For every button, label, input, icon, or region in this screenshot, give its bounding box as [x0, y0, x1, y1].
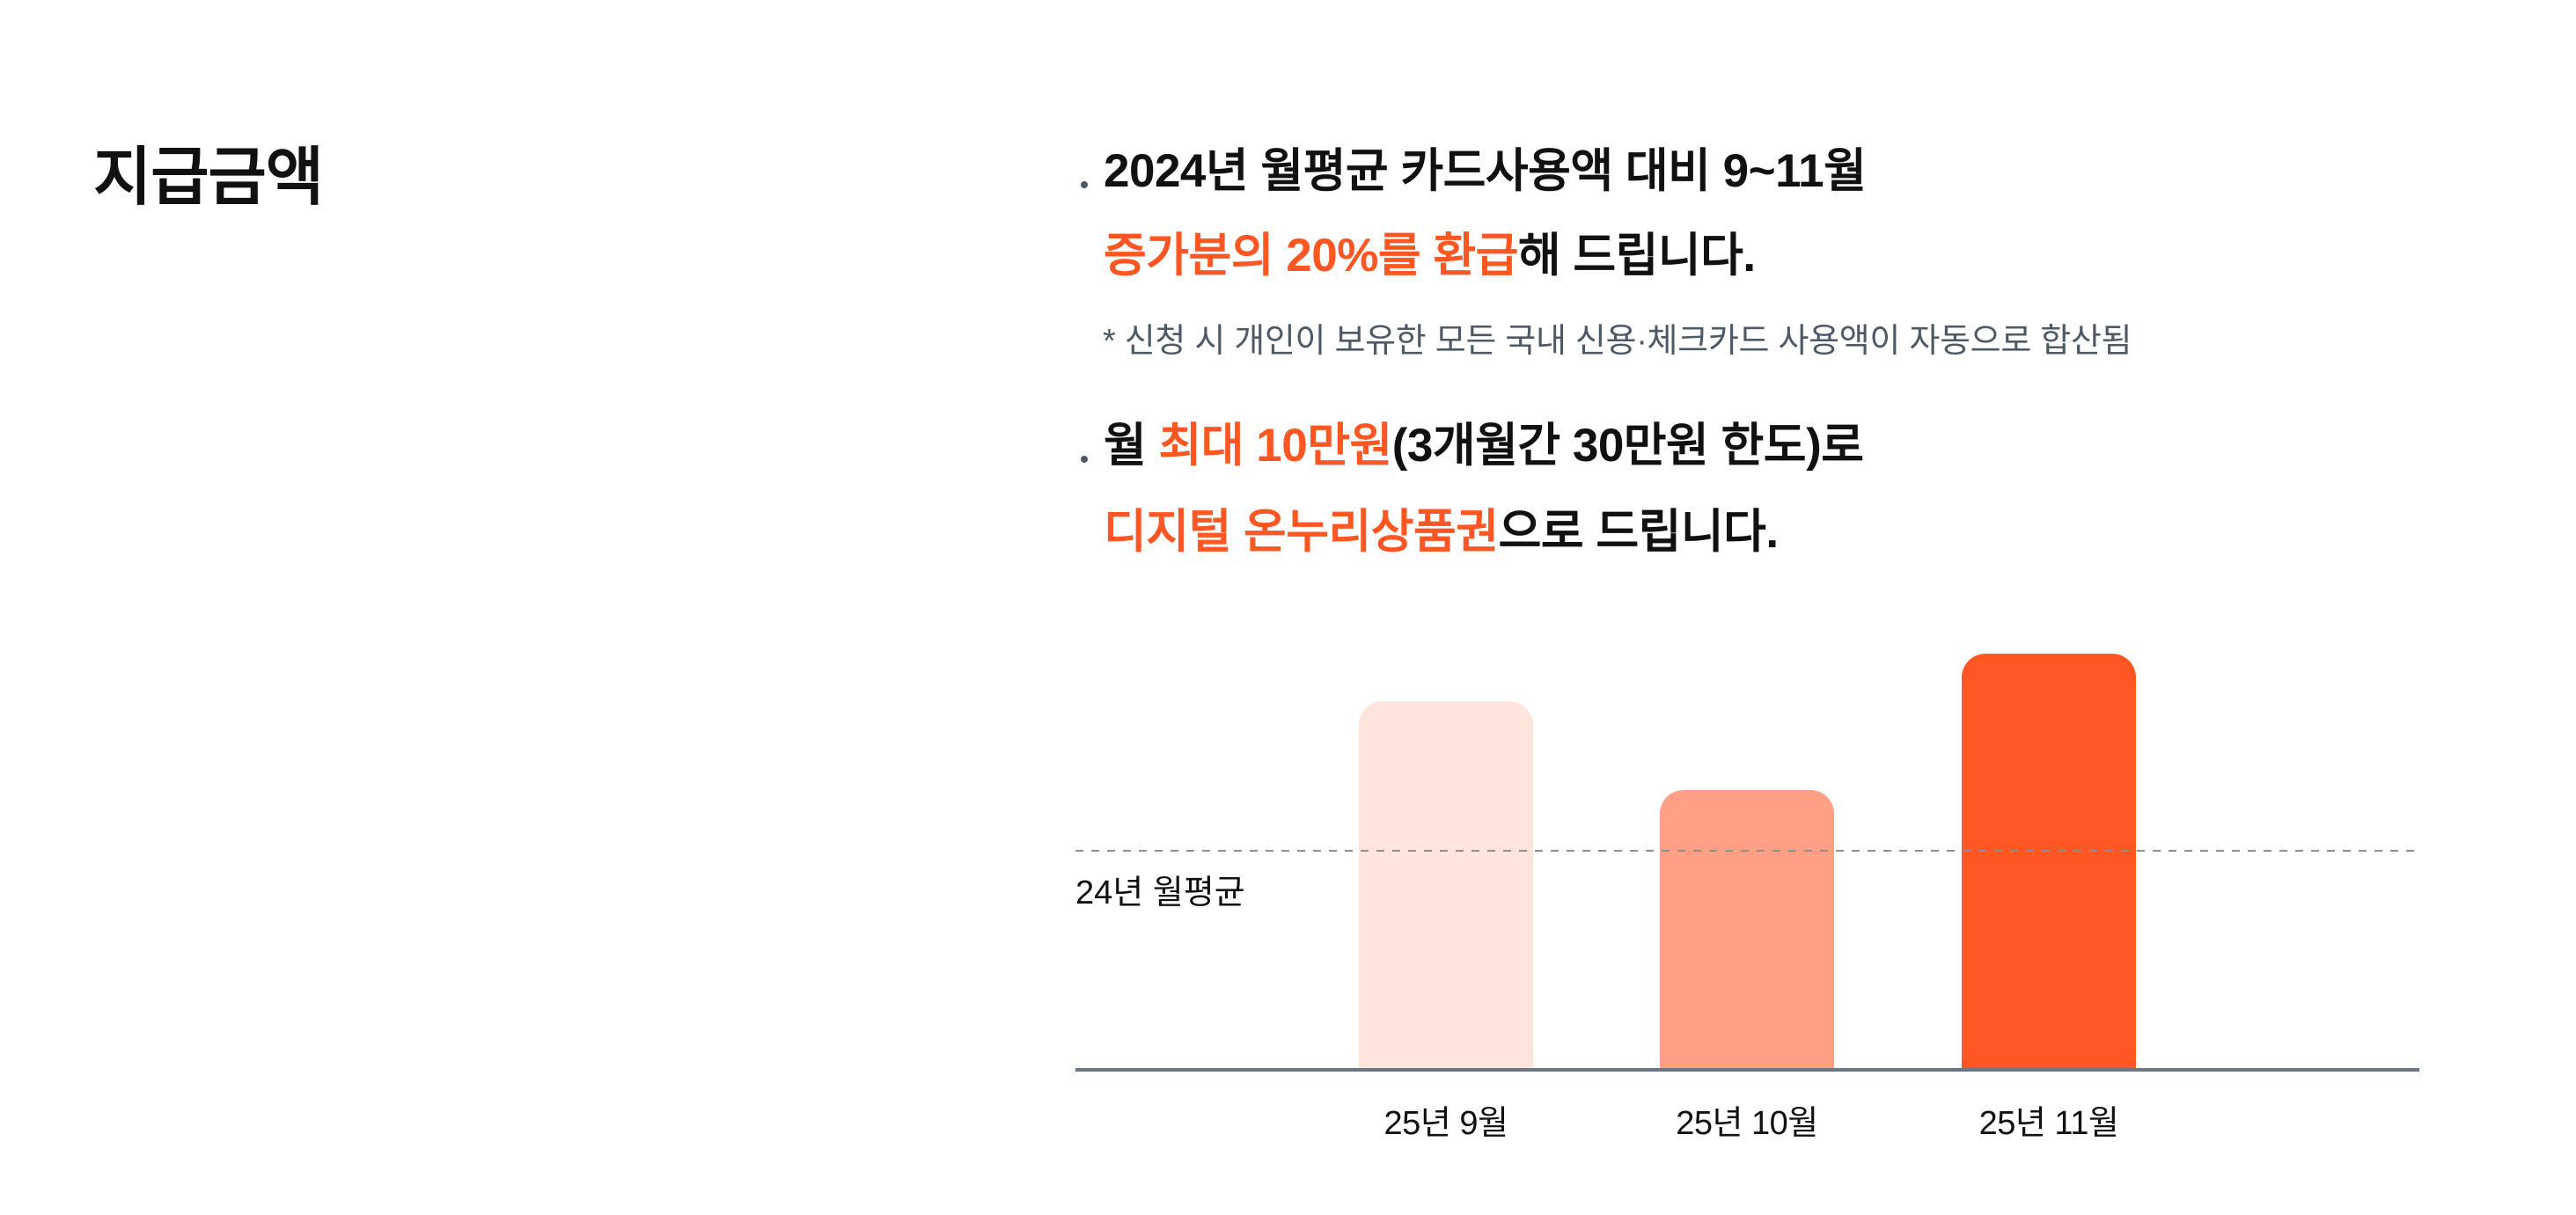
- bar-oct-2025: [1660, 790, 1834, 1069]
- bullet-1-line-1-text: 2024년 월평균 카드사용액 대비 9~11월: [1104, 145, 1867, 197]
- x-label-oct: 25년 10월: [1676, 1105, 1818, 1142]
- bullet-2-line-2-tail: 으로 드립니다.: [1498, 506, 1780, 558]
- bullet-dot-icon: [1081, 456, 1088, 463]
- footnote: * 신청 시 개인이 보유한 모든 국내 신용·체크카드 사용액이 자동으로 합…: [1103, 323, 2132, 360]
- x-label-nov: 25년 11월: [1978, 1105, 2119, 1142]
- bullet-2-line-1-head: 월: [1104, 420, 1159, 472]
- bullet-2-line-1: 월 최대 10만원(3개월간 30만원 한도)로: [1104, 415, 1864, 477]
- average-reference-line: [1075, 850, 2414, 852]
- bullet-1-line-1: 2024년 월평균 카드사용액 대비 9~11월: [1104, 141, 1867, 202]
- highlight-onnuri-voucher: 디지털 온누리상품권: [1104, 506, 1499, 558]
- bullet-1-line-2-tail: 해 드립니다.: [1517, 230, 1756, 282]
- bullet-2-line-1-tail: (3개월간 30만원 한도)로: [1391, 420, 1864, 472]
- x-label-sep: 25년 9월: [1383, 1105, 1508, 1142]
- highlight-refund-20pct: 증가분의 20%를 환급: [1104, 230, 1518, 282]
- x-axis-line: [1075, 1068, 2419, 1072]
- bar-sep-2025: [1359, 701, 1533, 1069]
- section-title: 지급금액: [93, 143, 324, 213]
- bullet-dot-icon: [1081, 181, 1088, 188]
- average-reference-label: 24년 월평균: [1075, 875, 1245, 911]
- bullet-2-line-2: 디지털 온누리상품권으로 드립니다.: [1104, 501, 1779, 563]
- bar-nov-2025: [1962, 654, 2136, 1069]
- spending-bar-chart: 24년 월평균 25년 9월 25년 10월 25년 11월: [1075, 616, 2422, 1179]
- highlight-max-100k: 최대 10만원: [1158, 420, 1393, 472]
- bullet-1-line-2: 증가분의 20%를 환급해 드립니다.: [1104, 225, 1756, 287]
